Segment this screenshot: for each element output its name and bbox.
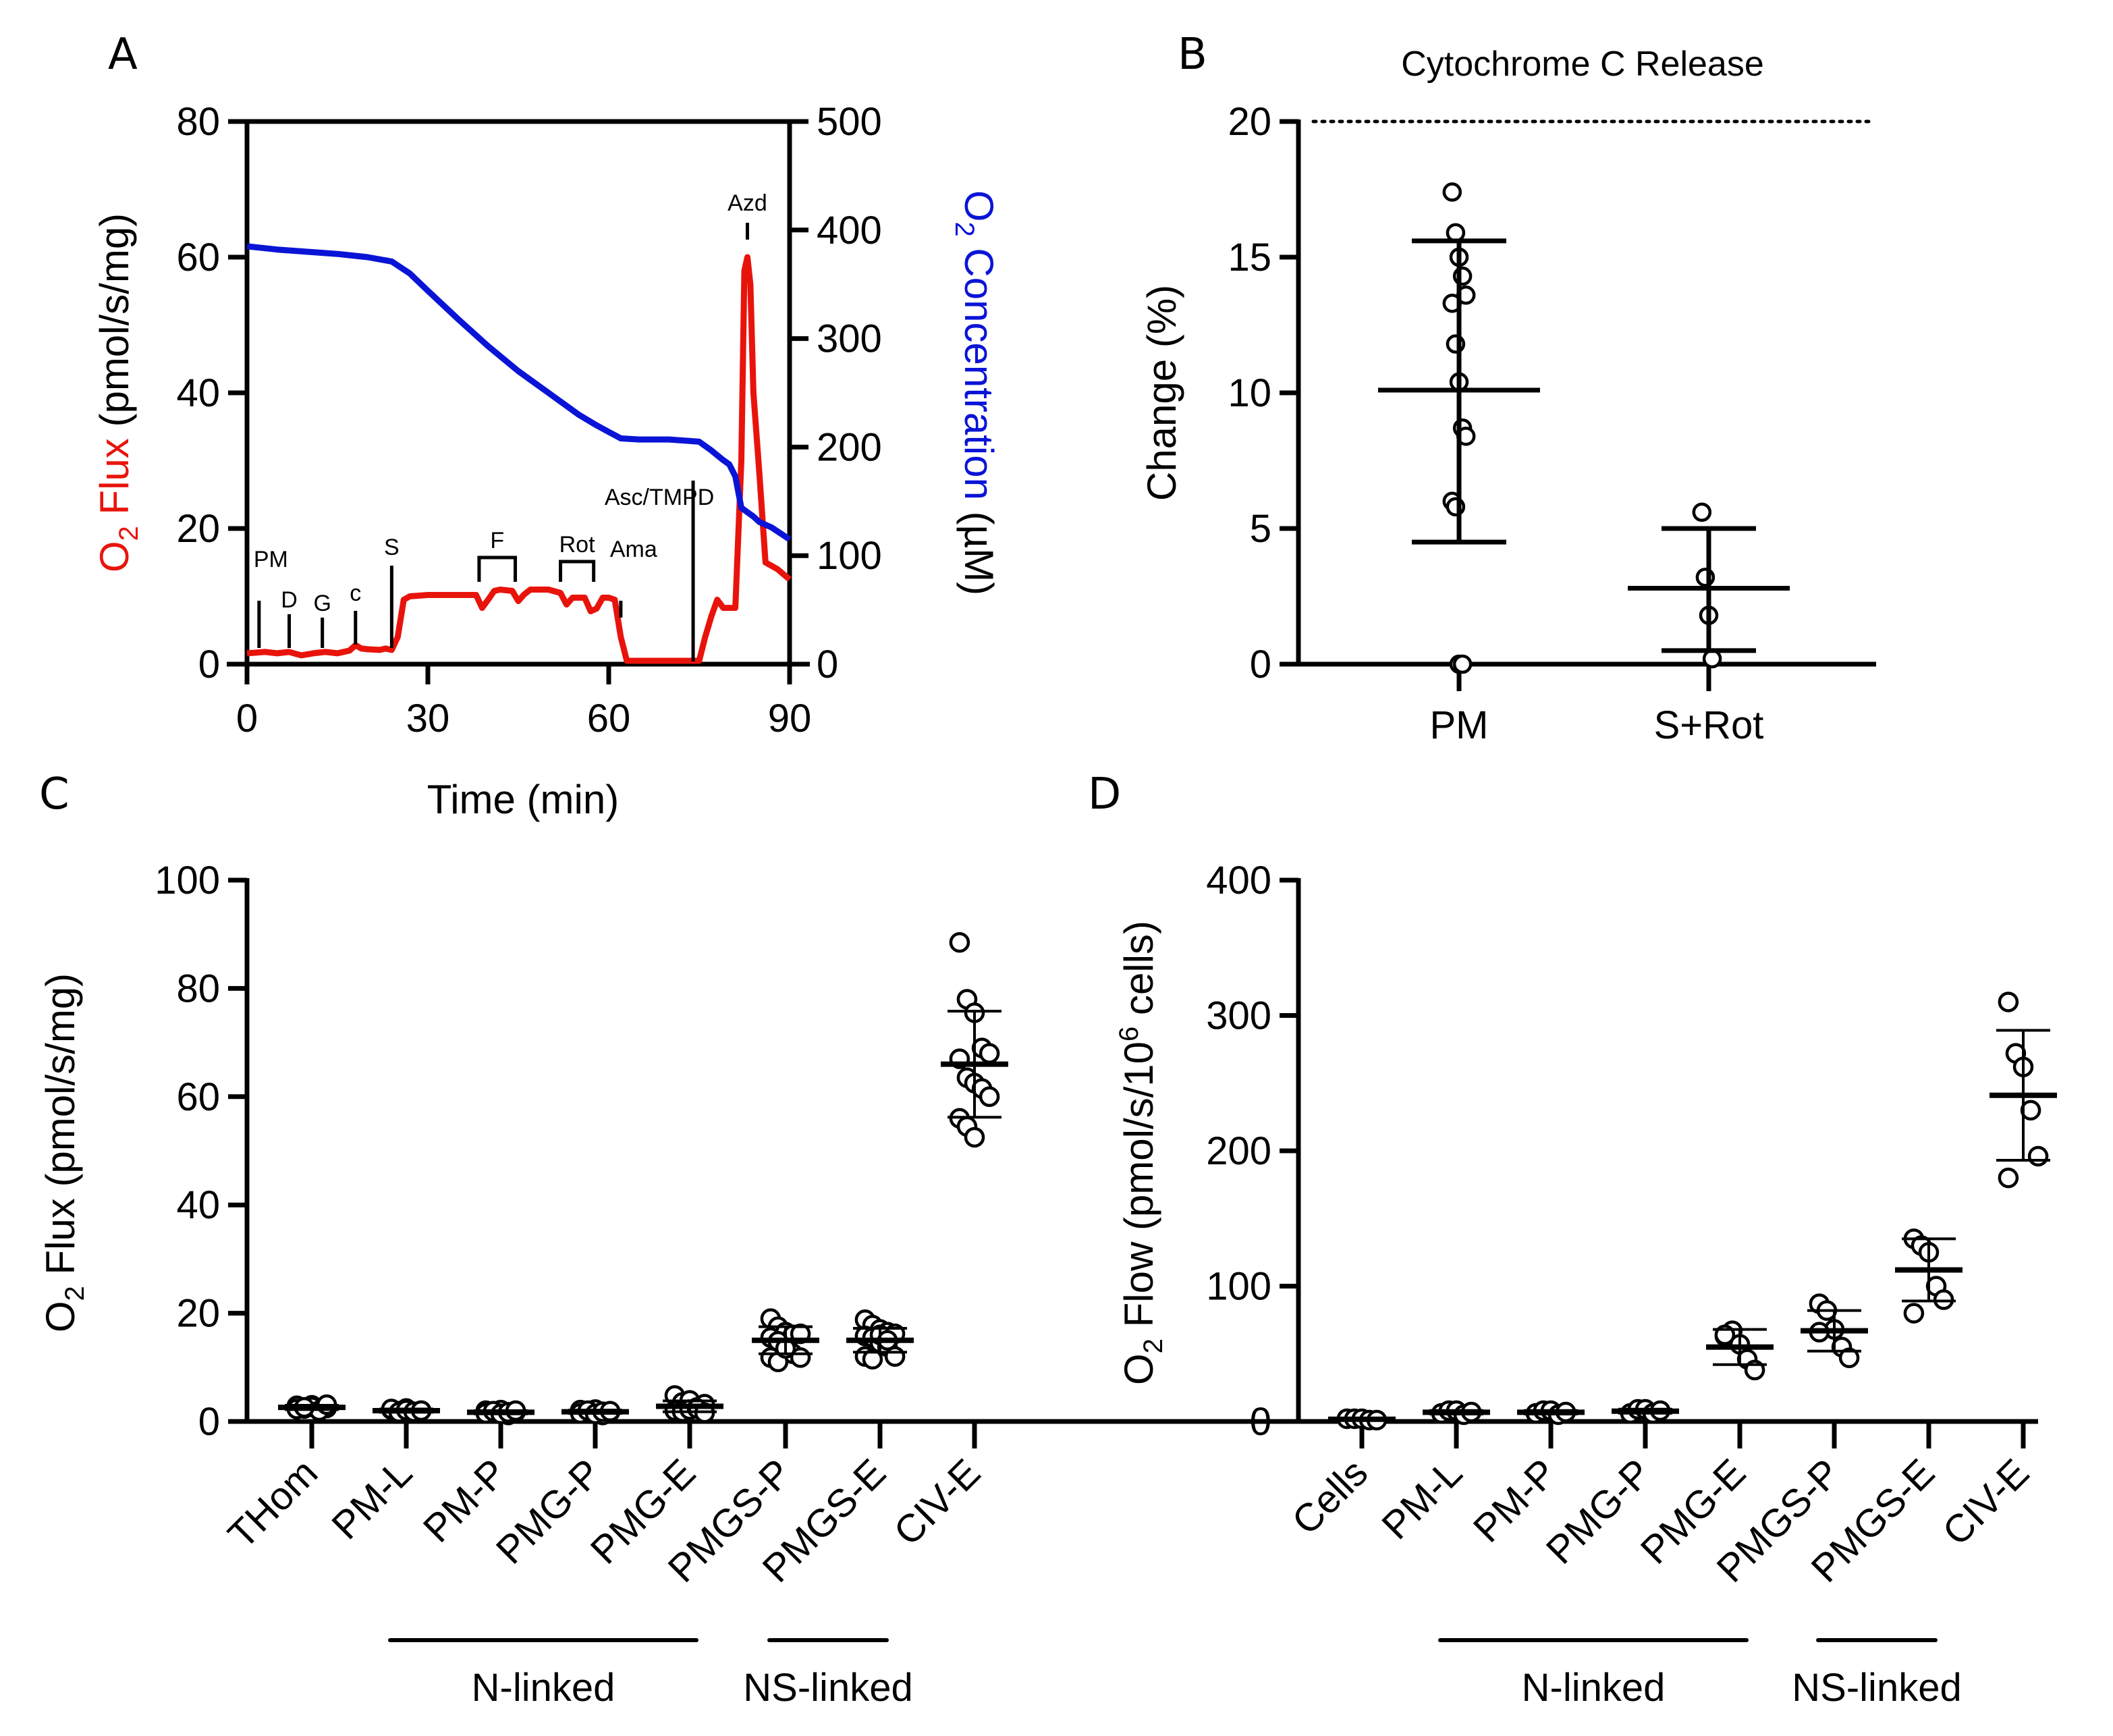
panel-b-y-axis-label: Change (%) (1139, 285, 1184, 501)
panel-a-annotation-label: Azd (728, 190, 767, 216)
panel-d-data-point (2027, 1145, 2049, 1167)
panel-c-data-point (862, 1349, 883, 1370)
panel-c-group-label: N-linked (472, 1666, 615, 1710)
panel-c-category-label: CIV-E (885, 1450, 989, 1554)
panel-a-annotation-label: S (384, 535, 400, 560)
panel-a-x-tick-label: 0 (236, 697, 258, 740)
panel-d-group-label: NS-linked (1792, 1666, 1961, 1710)
panel-label-c: C (39, 769, 70, 819)
panel-a-left-y-axis-label: O2 Flux (pmol/s/mg) (92, 213, 144, 572)
panel-a-annotation-label: PM (254, 547, 288, 572)
panel-a-left-tick-label: 40 (176, 371, 220, 415)
panel-c-y-tick-label: 20 (176, 1292, 220, 1336)
panel-a-left-tick-label: 0 (198, 643, 220, 686)
panel-b-data-point (1702, 649, 1722, 669)
panel-a-annotation-label: Ama (610, 537, 657, 562)
panel-c-y-tick-label: 0 (198, 1400, 220, 1444)
panel-b-data-point (1692, 502, 1712, 522)
panel-c-data-point (979, 1086, 1000, 1108)
panel-a-right-tick-label: 200 (817, 425, 882, 469)
panel-a-right-tick-label: 100 (817, 534, 882, 578)
panel-a-annotation-label: Asc/TMPD (605, 485, 714, 510)
panel-b-y-tick-label: 5 (1250, 507, 1271, 551)
panel-d-category-label: CIV-E (1934, 1450, 2037, 1554)
panel-d-y-tick-label: 200 (1206, 1129, 1271, 1173)
panel-b-title: Cytochrome C Release (1401, 45, 1764, 84)
panel-a-x-tick-label: 90 (768, 697, 812, 740)
panel-b-y-tick-label: 20 (1228, 100, 1271, 144)
panel-label-b: B (1178, 30, 1207, 80)
panel-d-y-axis-label: O2 Flow (pmol/s/106 cells) (1114, 921, 1168, 1385)
panel-a-x-tick-label: 60 (587, 697, 631, 740)
panel-a-x-axis-label: Time (min) (427, 777, 619, 822)
panel-d-data-point (1838, 1347, 1860, 1369)
panel-b-y-tick-label: 0 (1250, 643, 1271, 686)
panel-d-y-tick-label: 300 (1206, 994, 1271, 1038)
panel-a-annotation-label: F (490, 528, 504, 553)
panel-a-right-tick-label: 400 (817, 209, 882, 252)
panel-a-oxygraph-trace: Time (min) O2 Flux (pmol/s/mg) O2 Concen… (92, 100, 1001, 822)
panel-d-data-point (1998, 992, 2019, 1012)
panel-a-left-tick-label: 60 (176, 236, 220, 279)
panel-a-annotation-label: D (281, 587, 298, 613)
panel-label-d: D (1088, 769, 1121, 819)
panel-a-annotation-label: Rot (559, 532, 595, 558)
panel-d-group-label: N-linked (1522, 1666, 1666, 1710)
panel-a-annotation-bracket (477, 555, 518, 582)
panel-a-right-tick-label: 500 (817, 100, 882, 144)
panel-b-data-point (1452, 654, 1473, 674)
panel-c-data-point (949, 931, 970, 953)
panel-a-left-tick-label: 20 (176, 507, 220, 551)
panel-d-cell-flow: O2 Flow (pmol/s/106 cells) 0 100 200 300 400… (1114, 859, 2057, 1710)
panel-c-category-label: THom (220, 1450, 327, 1557)
panel-a-flux-trace (246, 254, 792, 664)
panel-a-right-y-axis-label: O2 Concentration (µM) (950, 190, 1001, 595)
panel-c-y-tick-label: 100 (155, 859, 220, 902)
panel-a-left-tick-label: 80 (176, 100, 220, 144)
panel-d-y-tick-label: 400 (1206, 859, 1271, 902)
panel-d-category-label: Cells (1284, 1450, 1376, 1543)
panel-c-y-tick-label: 80 (176, 967, 220, 1010)
panel-c-data-point (979, 1043, 1000, 1064)
panel-c-y-tick-label: 60 (176, 1075, 220, 1119)
panel-a-concentration-trace (246, 243, 792, 542)
panel-c-category-label: PMG-P (488, 1450, 609, 1572)
panel-label-a: A (108, 30, 138, 80)
panel-a-right-tick-label: 0 (817, 643, 838, 686)
panel-d-data-point (1933, 1289, 1954, 1310)
panel-c-y-axis-label: O2 Flux (pmol/s/mg) (38, 973, 90, 1332)
panel-d-y-tick-label: 0 (1250, 1400, 1271, 1444)
panel-b-data-point (1442, 182, 1462, 202)
panel-b-data-point (1446, 223, 1466, 243)
panel-b-y-tick-label: 15 (1228, 236, 1271, 279)
panel-c-group-label: NS-linked (743, 1666, 912, 1710)
panel-c-y-tick-label: 40 (176, 1183, 220, 1227)
panel-b-category-label: PM (1430, 703, 1489, 747)
panel-a-annotation-label: G (313, 591, 331, 616)
panel-a-annotation-bracket (559, 560, 596, 582)
panel-d-category-label: PM-L (1373, 1450, 1471, 1548)
panel-d-category-label: PMG-P (1538, 1450, 1659, 1572)
panel-b-cytochrome-c-release: Cytochrome C Release Change (%) 0 5 10 15 20… (1139, 45, 1876, 747)
panel-a-annotation-label: c (350, 580, 361, 606)
panel-c-data-point (964, 1127, 985, 1148)
panel-b-category-label: S+Rot (1654, 703, 1764, 747)
panel-d-data-point (1903, 1303, 1925, 1324)
panel-d-y-tick-label: 100 (1206, 1265, 1271, 1309)
panel-b-y-tick-label: 10 (1228, 371, 1271, 415)
panel-a-right-tick-label: 300 (817, 317, 882, 361)
panel-c-category-label: PM-L (323, 1450, 420, 1548)
panel-a-x-tick-label: 30 (406, 697, 450, 740)
panel-d-data-point (1998, 1167, 2019, 1189)
